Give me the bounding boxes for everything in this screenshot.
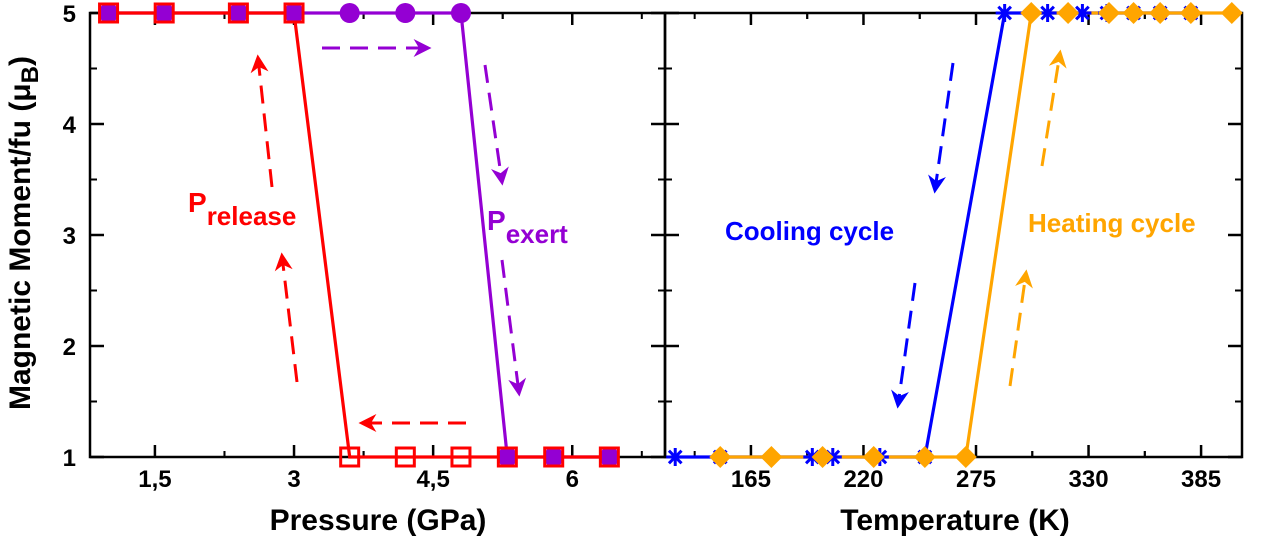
data-point-release: [394, 446, 416, 468]
y-axis-title-close: ): [4, 56, 37, 66]
data-point-heating: [1122, 2, 1145, 24]
data-point-heating: [760, 446, 783, 468]
temperature-x-tick-label: 165: [731, 466, 771, 493]
data-point-release: [339, 446, 361, 468]
data-point-heating: [862, 446, 885, 468]
data-point-heating: [1098, 2, 1121, 24]
annotation-p-release-main: P: [188, 187, 207, 218]
arrow-heating-up-upper: [1040, 49, 1067, 167]
data-point-heating: [913, 446, 936, 468]
temperature-panel: 165 220 275 330 385: [663, 2, 1244, 493]
data-point-release: [227, 2, 249, 24]
data-point-exert: [284, 3, 305, 23]
data-point-heating: [709, 446, 732, 468]
annotation-p-exert-main: P: [487, 205, 506, 236]
annotation-p-exert: Pexert: [487, 205, 568, 249]
data-point-heating: [1179, 2, 1202, 24]
series-line-release: [108, 11, 610, 459]
temperature-x-tick-label: 385: [1181, 466, 1221, 493]
pressure-y-tick-label: 1: [63, 445, 76, 472]
temperature-x-tick-label: 220: [843, 466, 883, 493]
data-point-exert: [450, 3, 471, 23]
arrow-exert-down-upper: [483, 64, 509, 186]
y-axis-title-sub: B: [17, 66, 44, 83]
data-point-exert: [543, 447, 564, 467]
pressure-y-tick-label: 2: [63, 334, 76, 361]
data-point-exert: [98, 3, 119, 23]
pressure-y-tick-label: 4: [63, 112, 77, 139]
arrow-cooling-down-lower: [891, 282, 917, 409]
data-point-release: [450, 446, 472, 468]
data-point-release: [598, 446, 620, 468]
data-point-cooling: [995, 4, 1014, 22]
data-point-release: [283, 2, 305, 24]
pressure-plot-frame: [88, 11, 667, 459]
data-point-exert: [154, 3, 175, 23]
data-point-exert: [599, 447, 620, 467]
y-axis-title: Magnetic Moment/fu (μB): [4, 56, 44, 410]
annotation-p-release-sub: release: [207, 201, 297, 231]
pressure-y-tick-label: 5: [63, 1, 76, 28]
y-axis-title-main: Magnetic Moment/fu (: [4, 102, 37, 410]
x-axis-title-pressure: Pressure (GPa): [270, 504, 487, 537]
pressure-x-tick-label: 1,5: [138, 466, 171, 493]
data-point-heating: [1020, 2, 1043, 24]
arrow-release-up-lower: [274, 252, 299, 383]
pressure-x-tick-label: 4,5: [416, 466, 449, 493]
arrow-exert-down-lower: [500, 259, 527, 397]
annotation-p-exert-sub: exert: [506, 219, 568, 249]
data-point-heating: [1220, 2, 1243, 24]
data-point-release: [98, 2, 120, 24]
pressure-x-tick-label: 3: [287, 466, 300, 493]
data-point-exert: [395, 3, 416, 23]
data-point-exert: [339, 3, 360, 23]
data-point-heating: [1149, 2, 1172, 24]
data-point-heating: [954, 446, 977, 468]
data-point-release: [543, 446, 565, 468]
annotation-heating-cycle: Heating cycle: [1028, 208, 1196, 238]
y-axis-title-mu: μ: [4, 83, 37, 101]
data-point-release: [153, 2, 175, 24]
temperature-x-tick-label: 275: [956, 466, 996, 493]
arrow-cooling-down-upper: [928, 62, 955, 194]
pressure-panel: 1,5 3 4,5 6 1 2 3 4 5: [63, 1, 667, 493]
annotation-cooling-cycle: Cooling cycle: [725, 216, 894, 246]
arrow-heating-up-lower: [1008, 269, 1033, 387]
data-point-exert: [228, 3, 249, 23]
data-point-release: [496, 446, 518, 468]
pressure-x-tick-label: 6: [566, 466, 579, 493]
annotation-p-release: Prelease: [188, 187, 296, 231]
pressure-y-tick-label: 3: [63, 223, 76, 250]
x-axis-title-temperature: Temperature (K): [840, 504, 1069, 537]
data-point-heating: [1057, 2, 1080, 24]
data-point-exert: [497, 447, 518, 467]
data-point-cooling: [666, 448, 685, 466]
arrow-release-up-upper: [250, 54, 274, 188]
temperature-x-tick-label: 330: [1069, 466, 1109, 493]
data-point-heating: [811, 446, 834, 468]
